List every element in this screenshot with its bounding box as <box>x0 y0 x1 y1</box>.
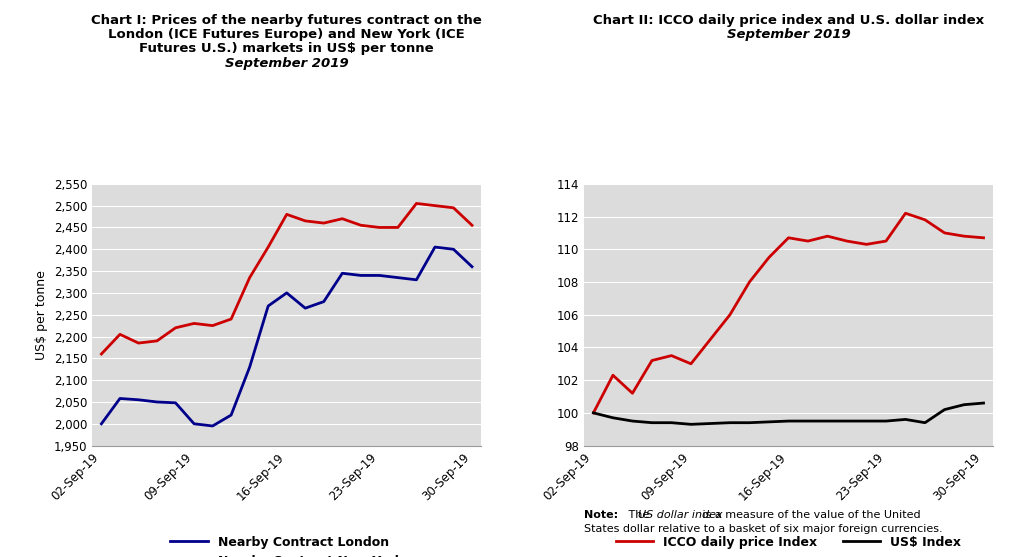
Text: The: The <box>625 510 652 520</box>
Text: is a measure of the value of the United: is a measure of the value of the United <box>699 510 921 520</box>
Text: London (ICE Futures Europe) and New York (ICE: London (ICE Futures Europe) and New York… <box>109 28 465 41</box>
Legend: Nearby Contract London, Nearby Contract New York: Nearby Contract London, Nearby Contract … <box>170 536 403 557</box>
Text: Chart I: Prices of the nearby futures contract on the: Chart I: Prices of the nearby futures co… <box>91 14 482 27</box>
Text: Note:: Note: <box>584 510 617 520</box>
Y-axis label: US$ per tonne: US$ per tonne <box>35 270 48 360</box>
Legend: ICCO daily price Index, US$ Index: ICCO daily price Index, US$ Index <box>615 536 962 549</box>
Text: September 2019: September 2019 <box>225 57 348 70</box>
Text: Chart II: ICCO daily price index and U.S. dollar index: Chart II: ICCO daily price index and U.S… <box>593 14 984 27</box>
Text: September 2019: September 2019 <box>727 28 850 41</box>
Text: Futures U.S.) markets in US$ per tonne: Futures U.S.) markets in US$ per tonne <box>139 42 434 55</box>
Text: States dollar relative to a basket of six major foreign currencies.: States dollar relative to a basket of si… <box>584 524 942 534</box>
Text: US dollar index: US dollar index <box>638 510 723 520</box>
